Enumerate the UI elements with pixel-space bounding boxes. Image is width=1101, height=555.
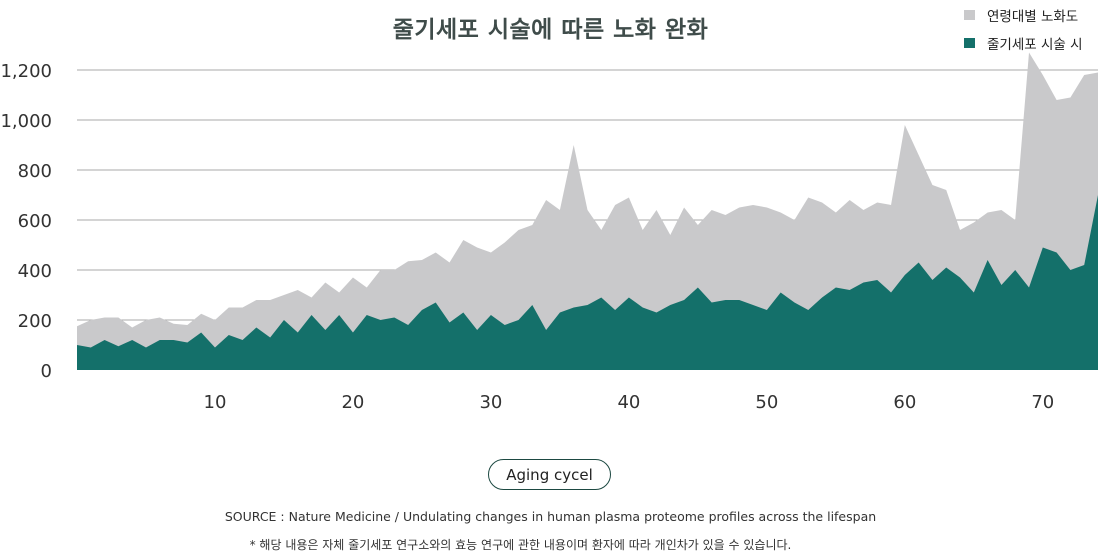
area-series-2 — [77, 195, 1098, 370]
y-tick-label-200: 200 — [18, 311, 52, 332]
chart-legend: 연령대별 노화도 줄기세포 시술 시 — [964, 4, 1083, 60]
disclaimer-note: * 해당 내용은 자체 줄기세포 연구소와의 효능 연구에 관한 내용이며 환자… — [249, 538, 792, 552]
x-tick-label-30: 30 — [479, 392, 502, 413]
legend-item-aging: 연령대별 노화도 — [964, 4, 1083, 26]
legend-label-stemcell: 줄기세포 시술 시 — [987, 37, 1083, 53]
chart-title: 줄기세포 시술에 따른 노화 완화 — [392, 17, 709, 43]
x-tick-label-70: 70 — [1031, 392, 1054, 413]
x-axis-label: Aging cycel — [488, 459, 611, 490]
x-tick-label-50: 50 — [755, 392, 778, 413]
y-tick-label-400: 400 — [18, 261, 52, 282]
y-tick-label-0: 0 — [41, 361, 52, 382]
x-tick-label-10: 10 — [204, 392, 227, 413]
y-tick-label-600: 600 — [18, 211, 52, 232]
source-note: SOURCE : Nature Medicine / Undulating ch… — [224, 509, 877, 524]
legend-label-aging: 연령대별 노화도 — [987, 9, 1079, 25]
y-tick-label-800: 800 — [18, 161, 52, 182]
legend-item-stemcell: 줄기세포 시술 시 — [964, 32, 1083, 54]
legend-swatch-aging — [964, 10, 975, 20]
x-tick-label-20: 20 — [341, 392, 364, 413]
y-tick-label-1000: 1,000 — [0, 111, 52, 132]
y-tick-label-1200: 1,200 — [0, 61, 52, 82]
x-tick-label-40: 40 — [617, 392, 640, 413]
x-tick-label-60: 60 — [893, 392, 916, 413]
legend-swatch-stemcell — [964, 38, 975, 48]
